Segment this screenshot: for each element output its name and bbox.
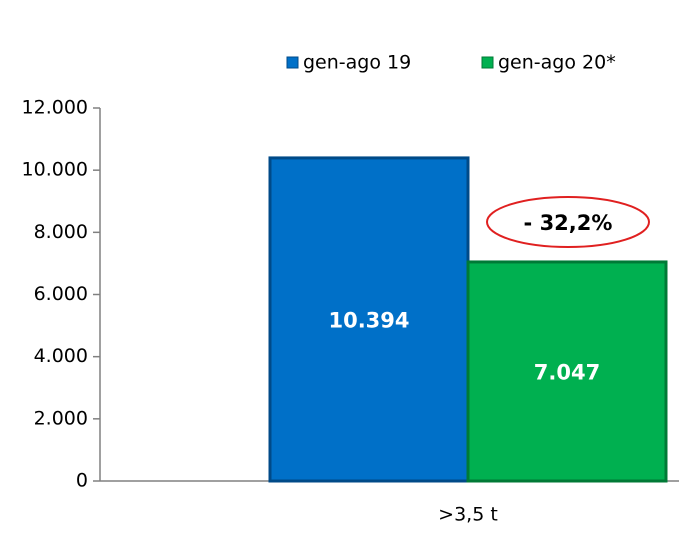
- legend-swatch: [481, 56, 494, 69]
- y-tick-label: 2.000: [34, 407, 88, 429]
- y-tick-label: 8.000: [34, 221, 88, 243]
- y-tick-label: 6.000: [34, 283, 88, 305]
- y-tick-label: 10.000: [22, 159, 88, 181]
- y-tick-label: 12.000: [22, 97, 88, 119]
- value-label: 7.047: [534, 360, 600, 384]
- legend-label: gen-ago 19: [303, 52, 411, 74]
- annotation: - 32,2%: [524, 211, 613, 235]
- y-tick-label: 4.000: [34, 345, 88, 367]
- y-tick-label: 0: [76, 470, 88, 492]
- x-tick-label: >3,5 t: [438, 504, 498, 526]
- legend-label: gen-ago 20*: [498, 52, 616, 74]
- value-label: 10.394: [328, 308, 409, 332]
- legend-swatch: [286, 56, 299, 69]
- annotation-ellipse: [486, 196, 650, 248]
- bar: [466, 260, 668, 483]
